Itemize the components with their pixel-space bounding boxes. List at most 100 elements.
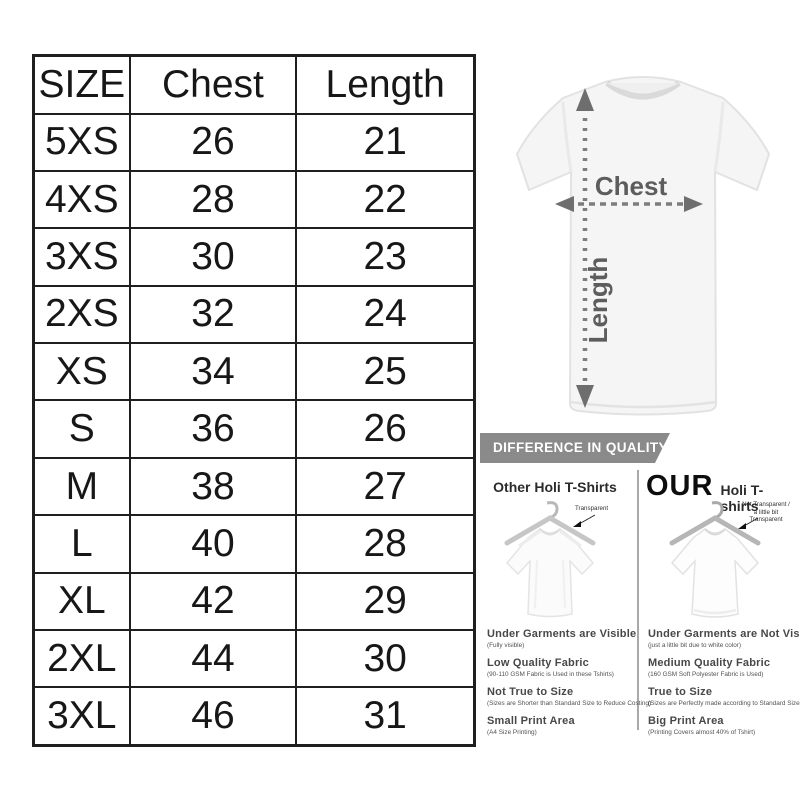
length-cell: 30 bbox=[295, 629, 476, 689]
not-transparent-annotation: Not Transparent / a little bit Transpare… bbox=[740, 501, 792, 524]
feature-item: Under Garments are Visible (Fully visibl… bbox=[487, 628, 637, 650]
chest-cell: 44 bbox=[128, 629, 298, 689]
chest-cell: 30 bbox=[128, 227, 298, 287]
hem-shadow bbox=[693, 608, 737, 615]
transparent-hint-lines bbox=[518, 529, 582, 548]
annotation-line: a little bit Transparent bbox=[749, 508, 783, 524]
size-cell: M bbox=[32, 456, 131, 517]
collar bbox=[704, 528, 726, 536]
table-row: 4XS 28 22 bbox=[32, 169, 476, 230]
tshirt-body bbox=[516, 76, 770, 416]
feature-subtitle: (Sizes are Perfectly made according to S… bbox=[648, 700, 800, 707]
chest-cell: 38 bbox=[128, 456, 298, 517]
size-cell: L bbox=[32, 514, 131, 574]
length-arrow bbox=[576, 88, 594, 408]
our-tshirt-image bbox=[669, 501, 761, 618]
fold-line bbox=[713, 101, 725, 173]
our-column-title: OUR Holi T-shirts bbox=[646, 470, 800, 514]
feature-item: Medium Quality Fabric (160 GSM Soft Poly… bbox=[648, 657, 800, 679]
feature-subtitle: (Sizes are Shorter than Standard Size to… bbox=[487, 700, 652, 707]
chest-cell: 34 bbox=[128, 342, 298, 402]
table-row: 3XS 30 23 bbox=[32, 227, 476, 287]
size-cell: 5XS bbox=[32, 112, 131, 172]
table-row: S 36 26 bbox=[32, 399, 476, 459]
hanger-icon bbox=[504, 515, 596, 546]
size-cell: XL bbox=[32, 571, 131, 632]
feature-item: Under Garments are Not Visible (just a l… bbox=[648, 628, 800, 650]
our-tshirt-figure: Not Transparent / a little bit Transpare… bbox=[652, 500, 792, 628]
chest-cell: 42 bbox=[128, 571, 298, 632]
length-cell: 22 bbox=[295, 169, 476, 230]
collar bbox=[539, 528, 561, 536]
feature-item: Not True to Size (Sizes are Shorter than… bbox=[487, 686, 652, 708]
other-tshirt-figure: Transparent bbox=[485, 500, 625, 628]
table-row: 2XS 32 24 bbox=[32, 284, 476, 345]
chest-cell: 26 bbox=[128, 112, 298, 172]
other-tshirts-column: Other Holi T-Shirts bbox=[480, 468, 630, 495]
our-tshirts-column: OUR Holi T-shirts bbox=[643, 468, 800, 514]
table-row: L 40 28 bbox=[32, 514, 476, 574]
feature-title: Not True to Size bbox=[487, 686, 574, 698]
table-row: XS 34 25 bbox=[32, 342, 476, 402]
length-cell: 27 bbox=[295, 456, 476, 517]
table-header-row: SIZE Chest Length bbox=[32, 54, 476, 115]
chest-arrow bbox=[555, 196, 703, 212]
feature-title: True to Size bbox=[648, 686, 713, 698]
feature-title: Under Garments are Visible bbox=[487, 628, 637, 640]
annotation-arrow-icon bbox=[738, 517, 759, 529]
quality-comparison-section: Other Holi T-Shirts Transparent Under Ga… bbox=[480, 468, 800, 748]
our-title-emphasis: OUR bbox=[646, 470, 714, 502]
hanger-hook-icon bbox=[711, 501, 724, 520]
feature-title: Low Quality Fabric bbox=[487, 657, 590, 669]
size-cell: 2XL bbox=[32, 629, 131, 689]
other-features-list: Under Garments are Visible (Fully visibl… bbox=[487, 628, 652, 744]
length-cell: 31 bbox=[295, 686, 476, 747]
chest-cell: 36 bbox=[128, 399, 298, 459]
feature-title: Medium Quality Fabric bbox=[648, 657, 771, 669]
hanger-hook-icon bbox=[546, 501, 559, 520]
length-cell: 25 bbox=[295, 342, 476, 402]
quality-banner: DIFFERENCE IN QUALITY bbox=[480, 433, 670, 463]
chest-label: Chest bbox=[595, 171, 668, 201]
length-cell: 23 bbox=[295, 227, 476, 287]
fold-line bbox=[561, 101, 573, 173]
size-chart-table: SIZE Chest Length 5XS 26 21 4XS 28 22 3X… bbox=[32, 54, 476, 747]
collar bbox=[605, 80, 681, 100]
hanger-icon bbox=[669, 515, 761, 546]
wrinkle-lines bbox=[534, 559, 566, 609]
shirt-body bbox=[505, 528, 595, 618]
size-cell: 2XS bbox=[32, 284, 131, 345]
chest-cell: 32 bbox=[128, 284, 298, 345]
annotation-line: Not Transparent / bbox=[742, 501, 790, 508]
table-row: XL 42 29 bbox=[32, 571, 476, 632]
chest-column-header: Chest bbox=[128, 54, 298, 115]
feature-subtitle: (A4 Size Printing) bbox=[487, 729, 537, 736]
length-cell: 24 bbox=[295, 284, 476, 345]
size-cell: 4XS bbox=[32, 169, 131, 230]
feature-title: Under Garments are Not Visible bbox=[648, 628, 800, 640]
length-cell: 26 bbox=[295, 399, 476, 459]
other-column-title: Other Holi T-Shirts bbox=[493, 479, 617, 495]
length-cell: 21 bbox=[295, 112, 476, 172]
table-row: M 38 27 bbox=[32, 456, 476, 517]
feature-subtitle: (Printing Covers almost 40% of Tshirt) bbox=[648, 729, 756, 736]
annotation-arrow-icon bbox=[573, 514, 596, 527]
tshirt-measurement-image: Chest Length bbox=[516, 76, 770, 416]
feature-title: Small Print Area bbox=[487, 715, 575, 727]
feature-subtitle: (90-110 GSM Fabric is Used in these Tshi… bbox=[487, 671, 614, 678]
feature-title: Big Print Area bbox=[648, 715, 724, 727]
length-cell: 28 bbox=[295, 514, 476, 574]
feature-subtitle: (160 GSM Soft Polyester Fabric is Used) bbox=[648, 671, 764, 678]
table-row: 2XL 44 30 bbox=[32, 629, 476, 689]
hem-line bbox=[569, 400, 717, 409]
feature-subtitle: (Fully visible) bbox=[487, 642, 525, 649]
length-column-header: Length bbox=[295, 54, 476, 115]
size-column-header: SIZE bbox=[32, 54, 131, 115]
size-cell: S bbox=[32, 399, 131, 459]
measurement-diagram: Chest Length bbox=[485, 62, 800, 432]
feature-subtitle: (just a little bit due to white color) bbox=[648, 642, 742, 649]
other-tshirt-image bbox=[504, 501, 596, 618]
chest-cell: 28 bbox=[128, 169, 298, 230]
shirt-body bbox=[670, 528, 760, 618]
